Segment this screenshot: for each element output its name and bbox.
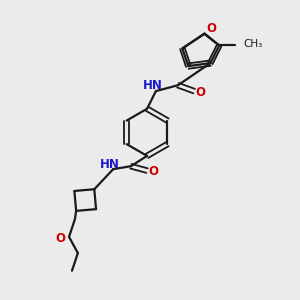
Text: CH₃: CH₃ xyxy=(244,39,263,49)
Text: HN: HN xyxy=(100,158,120,171)
Text: O: O xyxy=(207,22,217,35)
Text: O: O xyxy=(196,86,206,99)
Text: HN: HN xyxy=(143,79,163,92)
Text: O: O xyxy=(56,232,66,245)
Text: O: O xyxy=(148,165,158,178)
